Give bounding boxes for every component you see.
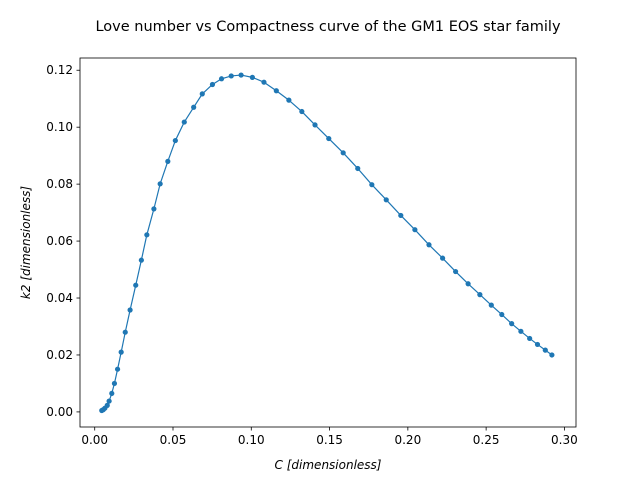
y-tick-label: 0.00 [46, 405, 73, 419]
y-tick-label: 0.04 [46, 291, 73, 305]
data-point [114, 366, 121, 372]
x-axis-label: C [dimensionless] [275, 458, 382, 472]
data-point [412, 227, 418, 233]
data-point [151, 206, 157, 212]
data-point [273, 88, 279, 94]
x-tick-label: 0.25 [473, 433, 500, 447]
data-point [326, 135, 332, 142]
data-point [191, 104, 197, 110]
data-point [172, 137, 178, 144]
data-point [122, 329, 128, 335]
x-tick-label: 0.30 [551, 433, 578, 447]
x-tick-label: 0.20 [394, 433, 421, 447]
y-tick-label: 0.12 [46, 63, 73, 77]
data-point [518, 328, 524, 334]
data-point [127, 307, 133, 313]
data-point [453, 268, 459, 275]
data-point [111, 380, 118, 387]
data-point [286, 97, 292, 103]
x-tick-label: 0.05 [160, 433, 187, 447]
x-axis-label-var: C [275, 458, 284, 472]
series-layer [99, 72, 555, 414]
data-point [542, 347, 548, 353]
data-point [165, 158, 171, 164]
data-point [104, 402, 110, 408]
data-point [181, 119, 187, 125]
y-tick-label: 0.10 [46, 120, 73, 134]
data-point [238, 72, 244, 78]
data-point [355, 165, 361, 172]
data-point [527, 335, 533, 342]
data-point [144, 232, 150, 238]
data-point [209, 81, 216, 88]
data-point [383, 197, 389, 203]
data-point [109, 390, 115, 397]
data-point [106, 398, 112, 404]
y-tick-label: 0.02 [46, 348, 73, 362]
data-point [549, 352, 555, 358]
x-axis-label-unit: [dimensionless] [287, 458, 382, 472]
data-point [477, 292, 483, 298]
x-axis-ticks: 0.00 0.05 0.10 0.15 0.20 0.25 0.30 [81, 427, 578, 447]
y-axis-label-unit: [dimensionless] [19, 186, 33, 281]
data-point [249, 74, 255, 80]
data-point [534, 341, 541, 348]
x-tick-label: 0.00 [81, 433, 108, 447]
x-tick-label: 0.10 [238, 433, 265, 447]
data-point [261, 79, 267, 85]
data-point [157, 181, 163, 187]
data-point [499, 311, 505, 318]
data-point [426, 242, 432, 248]
chart-title: Love number vs Compactness curve of the … [95, 19, 561, 35]
data-point [509, 321, 515, 327]
data-point [340, 150, 346, 156]
x-tick-label: 0.15 [316, 433, 343, 447]
y-tick-label: 0.08 [46, 177, 73, 191]
y-axis-ticks: 0.00 0.02 0.04 0.06 0.08 0.10 0.12 [46, 63, 80, 419]
data-point [133, 282, 139, 288]
data-point [218, 76, 225, 82]
data-point [118, 349, 124, 355]
y-axis-label-var: k2 [19, 284, 33, 299]
data-point [440, 255, 446, 261]
data-point [138, 257, 144, 263]
data-point [228, 73, 234, 79]
data-point [312, 122, 318, 128]
data-point [369, 182, 375, 188]
plot-frame [79, 57, 577, 428]
y-tick-label: 0.06 [46, 234, 73, 248]
data-point [199, 91, 205, 97]
data-point [299, 108, 305, 115]
data-point [488, 302, 494, 308]
y-axis-label: k2 [dimensionless] [19, 186, 33, 299]
data-point [465, 281, 471, 287]
data-point [398, 212, 404, 219]
plot-area [80, 58, 576, 427]
